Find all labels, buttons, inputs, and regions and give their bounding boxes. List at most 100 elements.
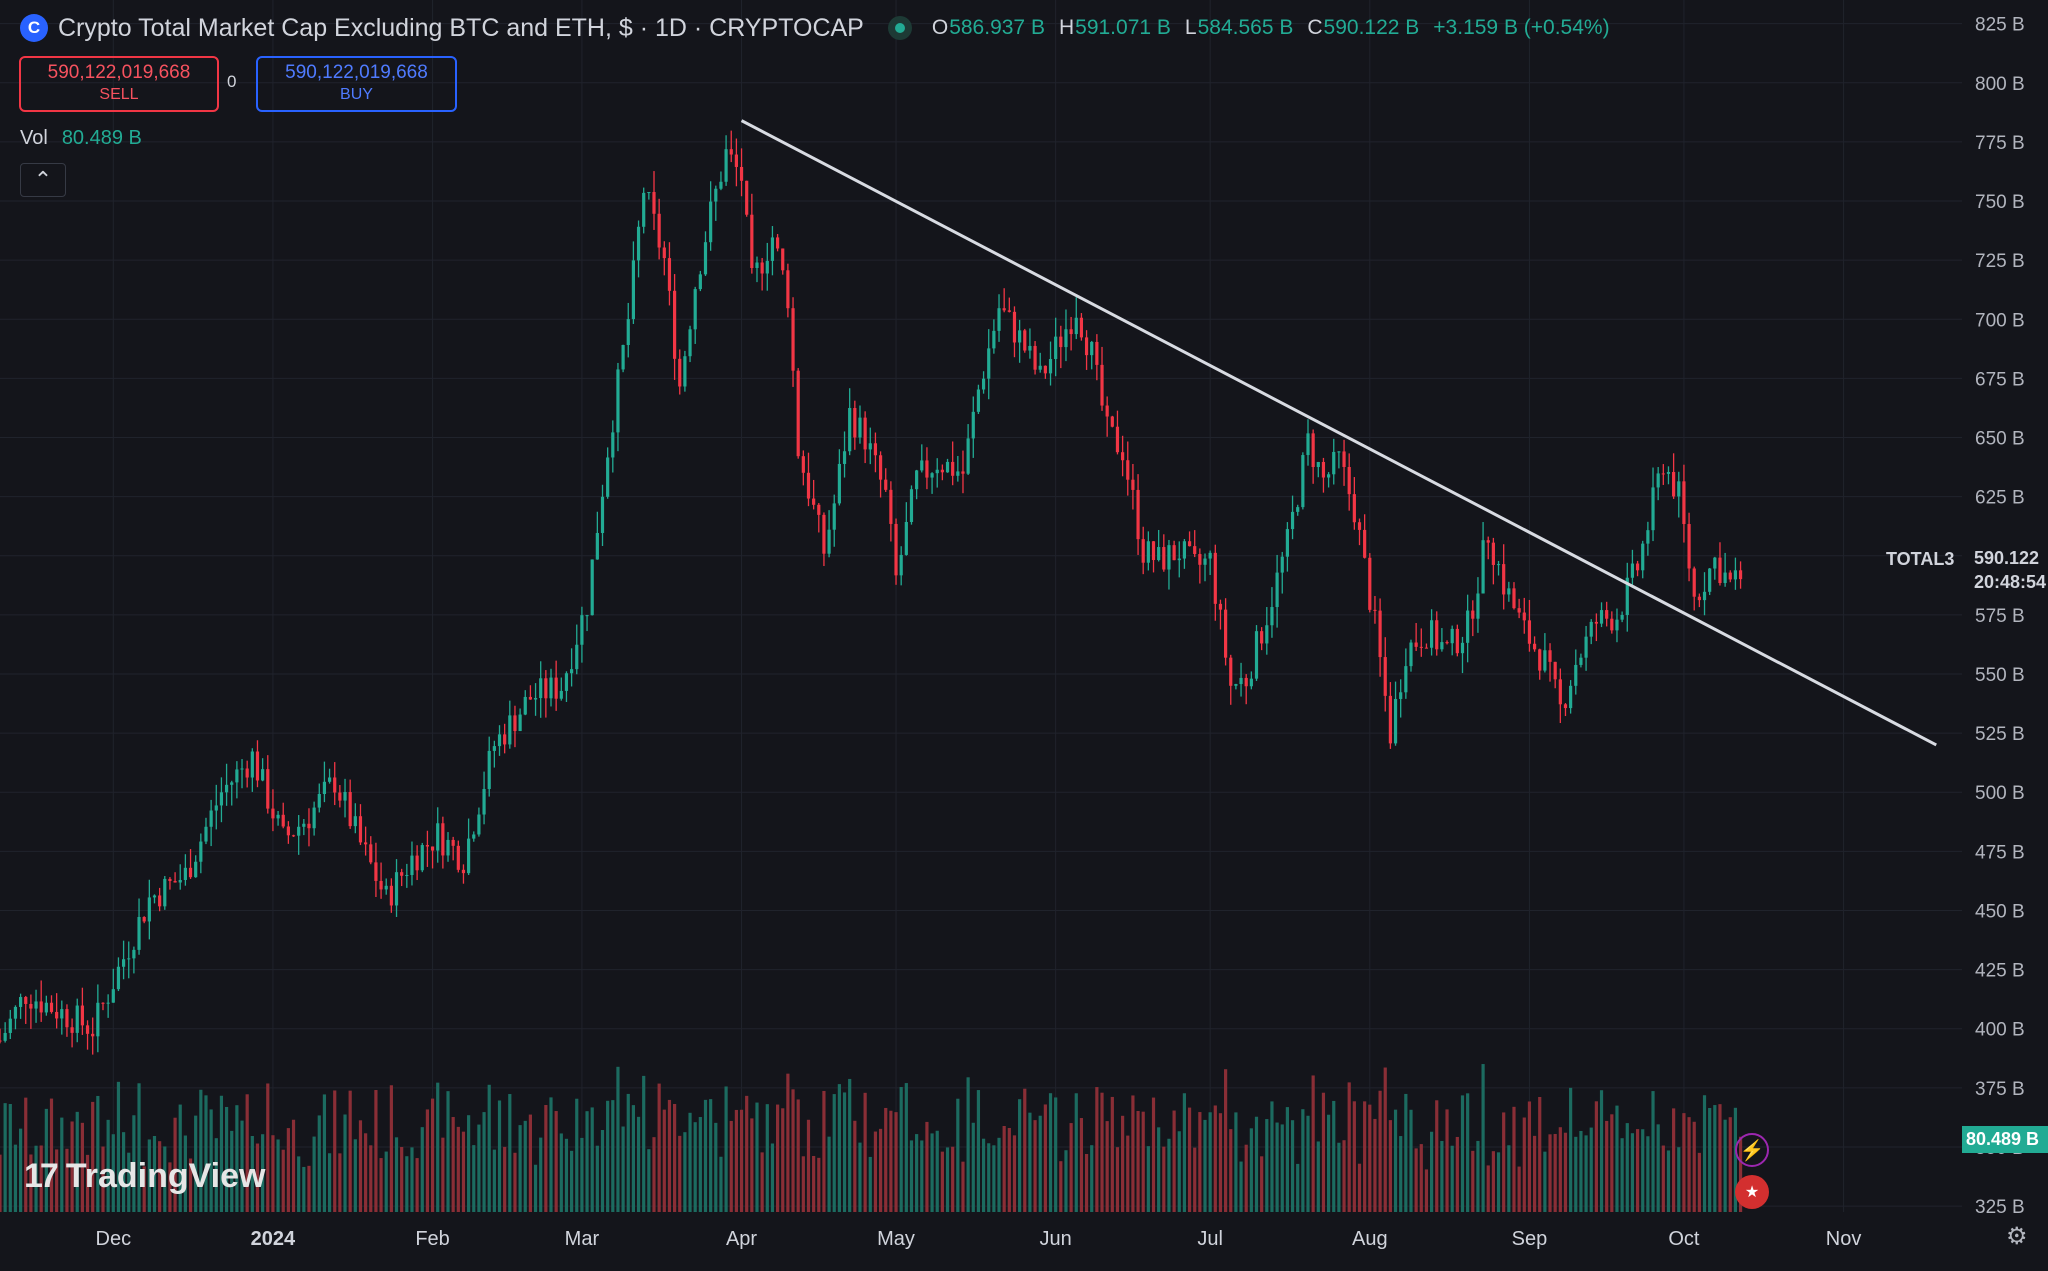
candle-body [1316, 461, 1320, 468]
volume-bar [822, 1090, 826, 1212]
chart-header: C Crypto Total Market Cap Excluding BTC … [20, 10, 1610, 46]
tradingview-logo[interactable]: 17 TradingView [24, 1157, 265, 1196]
candle-body [1131, 479, 1135, 490]
candle-body [580, 615, 584, 645]
volume-bar [1038, 1115, 1042, 1212]
volume-bar [1615, 1105, 1619, 1212]
candle-body [992, 330, 996, 349]
volume-bar [405, 1156, 409, 1212]
us-flag-icon[interactable]: ★ [1735, 1175, 1769, 1209]
volume-bar [709, 1099, 713, 1212]
x-tick-label: May [877, 1228, 915, 1250]
volume-legend[interactable]: Vol 80.489 B [20, 127, 142, 150]
candle-body [400, 872, 404, 876]
volume-bar [245, 1094, 249, 1212]
volume-bar [1610, 1114, 1614, 1212]
candle-body [0, 1040, 2, 1042]
candle-body [91, 1033, 95, 1037]
volume-bar [791, 1089, 795, 1212]
candle-body [1162, 547, 1166, 570]
y-tick-label: 500 B [1975, 783, 2025, 804]
candle-body [65, 1009, 69, 1028]
volume-bar [1033, 1120, 1037, 1212]
candle-body [1424, 647, 1429, 649]
volume-bar [1254, 1116, 1259, 1212]
candle-body [338, 792, 342, 801]
volume-bar [1018, 1099, 1022, 1212]
candle-body [1146, 541, 1150, 563]
last-price-label: 590.122 20:48:54 [1968, 546, 2048, 596]
volume-bar [430, 1098, 435, 1212]
candle-body [1527, 620, 1532, 644]
volume-bar [446, 1091, 450, 1212]
volume-bar [1342, 1140, 1346, 1212]
chart-title[interactable]: Crypto Total Market Cap Excluding BTC an… [58, 13, 864, 42]
candle-body [168, 878, 172, 882]
volume-bar [1064, 1150, 1068, 1212]
volume-bar [935, 1130, 939, 1212]
candle-body [1059, 336, 1063, 348]
cryptocap-icon[interactable]: C [20, 14, 48, 42]
volume-bar [1646, 1136, 1650, 1212]
buy-button[interactable]: 590,122,019,668 BUY [256, 56, 457, 112]
candle-body [1543, 650, 1547, 671]
y-tick-label: 375 B [1975, 1079, 2025, 1100]
volume-bar [1723, 1119, 1727, 1212]
candle-body [1028, 345, 1032, 351]
spread-value: 0 [227, 72, 237, 91]
volume-bar [1641, 1129, 1645, 1212]
volume-bar [415, 1158, 419, 1212]
volume-bar [343, 1114, 347, 1212]
chevron-up-icon[interactable]: ⌃ [20, 163, 66, 197]
candle-body [405, 875, 409, 877]
candle-body [673, 290, 677, 359]
volume-bar [621, 1126, 625, 1212]
candle-body [1491, 542, 1495, 565]
lightning-icon[interactable]: ⚡ [1735, 1133, 1769, 1167]
candle-body [1672, 472, 1676, 497]
candle-body [245, 768, 249, 778]
candle-body [224, 784, 229, 793]
volume-bar [1213, 1105, 1217, 1212]
candle-body [920, 460, 924, 471]
volume-bar [1280, 1124, 1284, 1212]
candle-body [642, 192, 646, 227]
candle-body [971, 411, 975, 439]
candle-body [1532, 643, 1537, 650]
candle-body [441, 823, 445, 856]
volume-bar [1404, 1093, 1408, 1212]
candle-body [940, 469, 944, 473]
candle-body [966, 438, 970, 474]
candle-body [837, 463, 841, 504]
candle-body [302, 823, 306, 827]
volume-bar [1486, 1165, 1490, 1212]
volume-bar [1285, 1107, 1289, 1212]
candle-body [322, 781, 327, 794]
x-tick-label: 2024 [251, 1228, 296, 1250]
volume-bar [307, 1165, 311, 1212]
y-tick-label: 450 B [1975, 901, 2025, 922]
volume-bar [1666, 1150, 1671, 1212]
candle-body [1702, 591, 1707, 601]
candle-body [1100, 364, 1104, 406]
candle-body [415, 855, 419, 871]
volume-bar [1702, 1095, 1707, 1212]
volume-bar [1718, 1104, 1722, 1212]
volume-bar [482, 1112, 486, 1212]
candle-body [389, 885, 393, 906]
candle-body [1079, 317, 1084, 338]
volume-bar [384, 1151, 388, 1212]
volume-bar [750, 1118, 754, 1212]
candle-body [1038, 365, 1042, 370]
trendline[interactable] [740, 119, 1937, 747]
sell-button[interactable]: 590,122,019,668 SELL [19, 56, 219, 112]
sell-label: SELL [99, 86, 139, 103]
volume-bar [1177, 1131, 1181, 1212]
candle-body [832, 503, 836, 530]
gear-icon[interactable]: ⚙ [2006, 1223, 2028, 1250]
volume-bar [472, 1145, 476, 1212]
volume-bar [1193, 1147, 1197, 1212]
volume-bar [1316, 1141, 1320, 1212]
